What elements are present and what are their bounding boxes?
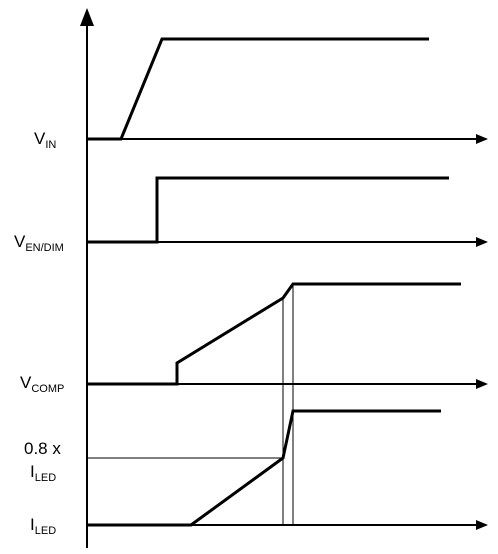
iled-waveform: [87, 409, 441, 527]
threshold-label: 0.8 x: [24, 439, 61, 458]
ven-dim-label: VEN/DIM: [14, 232, 64, 254]
vcomp-label: VCOMP: [20, 373, 65, 395]
ven-waveform: [87, 176, 449, 244]
vin-label: VIN: [34, 129, 57, 151]
iled-label: ILED: [30, 515, 57, 537]
threshold-label-iled: ILED: [30, 462, 57, 484]
vertical-axis-arrow-icon: [80, 8, 94, 26]
vin-waveform: [87, 37, 429, 141]
vcomp-waveform: [87, 282, 461, 386]
